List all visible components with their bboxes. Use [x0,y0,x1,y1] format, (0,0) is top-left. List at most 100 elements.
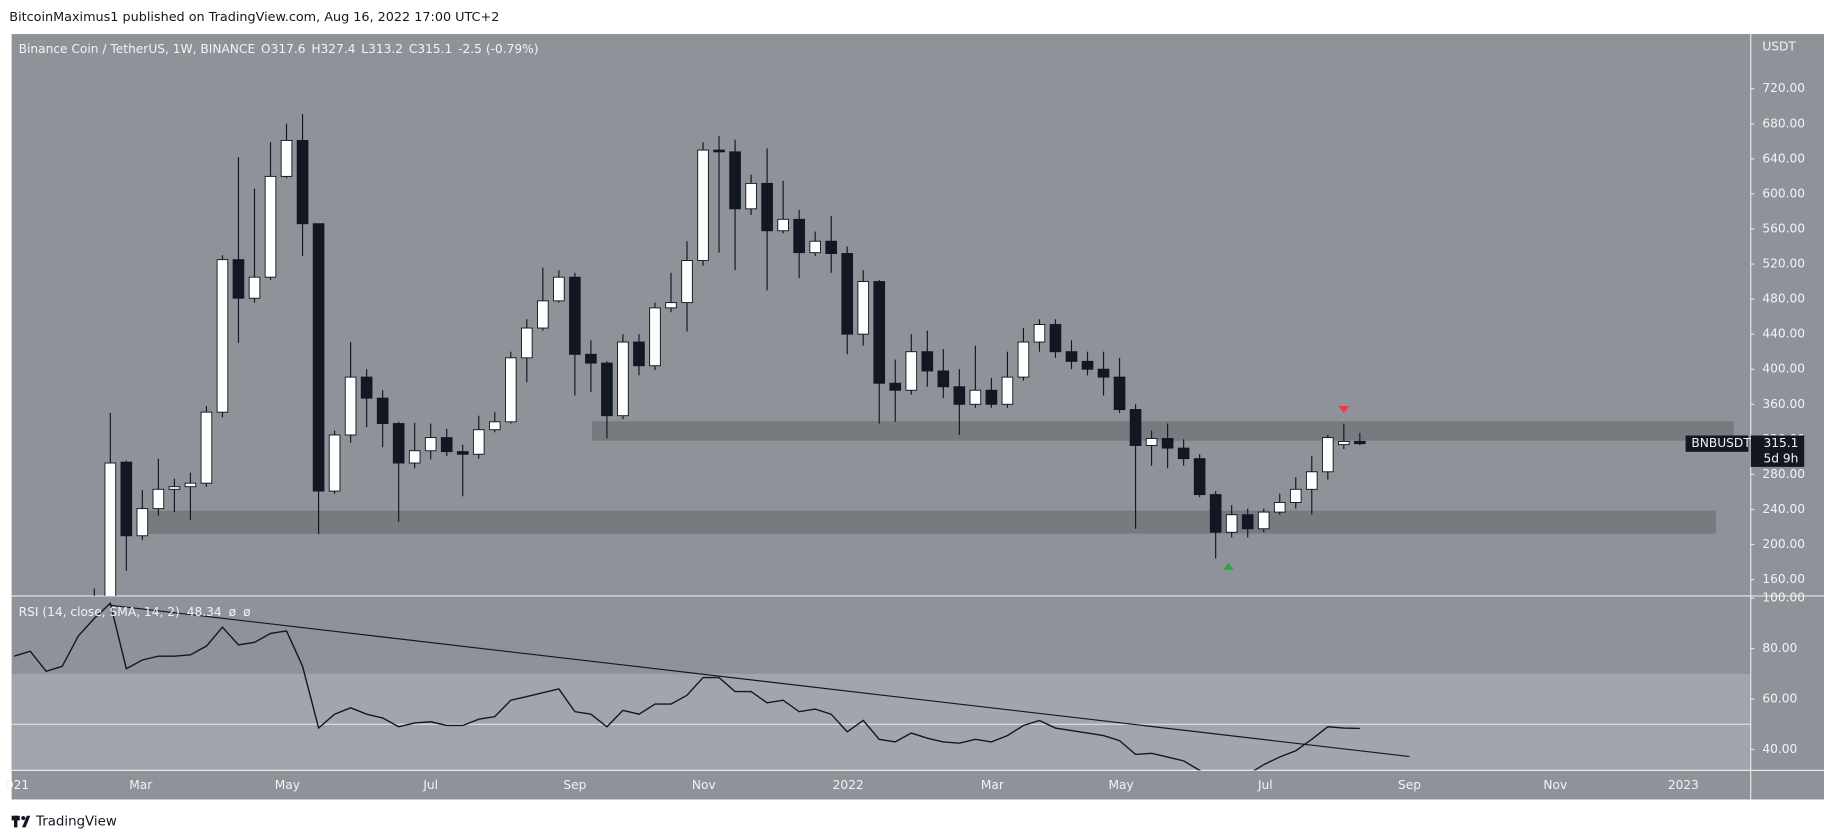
candle-body [601,362,613,417]
x-tick-label: Jul [422,778,438,792]
rsi-last-value: 48.34 [187,605,222,619]
candle-body [184,482,197,488]
candle-body [456,451,469,455]
brand-name: TradingView [35,815,117,830]
y-tick-label: 160.00 [1762,572,1805,586]
ohlc-prefix: O [261,42,271,56]
price-zone [592,421,1734,441]
candle-body [1177,447,1190,460]
rsi-extra: ø [229,605,237,619]
candle-body [264,175,277,278]
candle-body [104,462,117,596]
ohlc-value: 317.6 [271,42,306,56]
candle-body [873,281,886,384]
candle-body [1081,360,1094,370]
x-tick-label: 2022 [833,778,864,792]
ohlc-prefix: L [361,42,368,56]
rsi-band [11,673,1751,771]
candle-body [1033,324,1046,343]
candle-body [312,223,325,492]
x-tick-label: Sep [563,778,586,792]
y-tick-label: 560.00 [1762,221,1805,235]
ohlc-value: 315.1 [417,42,452,56]
y-tick-label: 280.00 [1762,467,1805,481]
candle-body [424,437,437,452]
rsi-tick-label: 40.00 [1762,742,1797,756]
candle-body [761,182,773,232]
candle-body [504,357,517,423]
candle-body [1129,409,1142,446]
candle-body [392,423,405,464]
y-tick-label: 680.00 [1762,116,1805,130]
rsi-tick-label: 100.00 [1762,591,1805,605]
x-tick-label: Sep [1398,778,1421,792]
candle-body [713,149,725,153]
candle-body [937,370,950,388]
candle-body [905,351,918,391]
candle-body [697,149,709,262]
ohlc-prefix: C [409,42,418,56]
candle-body [248,276,261,299]
candle-body [200,411,213,484]
candle-body [1354,440,1366,445]
candle-body [216,259,229,413]
candle-body [1289,488,1302,503]
y-tick-label: 440.00 [1762,327,1805,341]
x-tick-label: May [275,778,300,792]
candle-body [1065,351,1078,362]
countdown: 5d 9h [1764,451,1799,465]
candle-body [1257,511,1270,530]
candle-body [488,421,501,431]
y-tick-label: 600.00 [1762,186,1805,200]
ohlc-value: 313.2 [368,42,403,56]
symbol-tag [1685,435,1749,452]
candle-body [1049,324,1062,353]
candle-body [681,260,693,304]
y-tick-label: 360.00 [1762,397,1805,411]
candle-body [745,182,757,210]
price-tag [1750,435,1805,467]
candle-body [1001,376,1014,405]
candle-body [825,240,838,254]
candle-body [889,382,902,391]
candle-body [1241,514,1254,530]
y-tick-label: 720.00 [1762,81,1805,95]
signal-marker [1223,562,1234,570]
candle-body [553,276,565,302]
x-tick-label: May [1109,778,1134,792]
legend-title: Binance Coin / TetherUS, 1W, BINANCE [19,42,256,56]
rsi-legend: RSI (14, close, SMA, 14, 2) 48.34 ø ø [19,605,251,619]
candle-body [985,389,998,405]
published-note: BitcoinMaximus1 published on TradingView… [9,10,499,25]
candle-body [569,276,581,355]
price-zone [138,510,1716,534]
candle-body [1145,438,1158,446]
ohlc-prefix: H [311,42,320,56]
legend-change: -2.5 (-0.79%) [458,42,538,56]
candle-body [729,151,741,210]
candle-body [1193,458,1206,496]
last-price: 315.1 [1764,436,1799,450]
candle-body [120,461,133,537]
y-tick-label: 520.00 [1762,257,1805,271]
y-tick-label: 640.00 [1762,151,1805,165]
rsi-extra: ø [243,605,251,619]
candle-body [280,139,293,177]
candle-body [408,450,421,464]
candle-body [1338,440,1350,446]
candle-body [665,302,677,309]
x-tick-label: Mar [981,778,1005,792]
candle-body [857,281,870,335]
candle-body [168,486,181,490]
candle-body [841,253,854,335]
candle-body [1273,501,1286,513]
rsi-trendline [110,604,1410,758]
candle-body [953,386,966,405]
candle-body [1321,437,1334,473]
candle-body [360,376,373,399]
y-tick-label: 240.00 [1762,502,1805,516]
candle-body [649,307,661,367]
y-tick-label: 480.00 [1762,292,1805,306]
